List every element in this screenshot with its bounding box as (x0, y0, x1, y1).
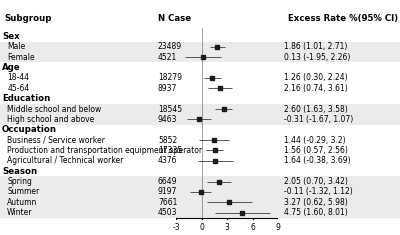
Text: 18-44: 18-44 (7, 73, 29, 82)
Text: Male: Male (7, 42, 26, 51)
Text: 1.56 (0.57, 2.56): 1.56 (0.57, 2.56) (284, 146, 348, 155)
Text: High school and above: High school and above (7, 115, 94, 124)
Text: 3.27 (0.62, 5.98): 3.27 (0.62, 5.98) (284, 198, 348, 207)
Text: Season: Season (2, 167, 37, 176)
Text: Age: Age (2, 63, 21, 72)
Text: 9197: 9197 (158, 187, 177, 196)
Text: 2.60 (1.63, 3.58): 2.60 (1.63, 3.58) (284, 105, 348, 114)
Text: 4521: 4521 (158, 53, 177, 62)
Text: Occupation: Occupation (2, 125, 57, 134)
Text: 1.44 (-0.29, 3.2): 1.44 (-0.29, 3.2) (284, 136, 346, 145)
Text: 4.75 (1.60, 8.01): 4.75 (1.60, 8.01) (284, 208, 348, 217)
Text: 6: 6 (250, 223, 255, 232)
Text: 18279: 18279 (158, 73, 182, 82)
Text: -3: -3 (172, 223, 180, 232)
Text: Subgroup: Subgroup (4, 14, 52, 23)
Text: Sex: Sex (2, 32, 20, 41)
Text: 9463: 9463 (158, 115, 178, 124)
Text: 6649: 6649 (158, 177, 178, 186)
Text: 4376: 4376 (158, 156, 178, 165)
Text: 0: 0 (199, 223, 204, 232)
Text: Summer: Summer (7, 187, 40, 196)
Text: 2.05 (0.70, 3.42): 2.05 (0.70, 3.42) (284, 177, 348, 186)
Text: Autumn: Autumn (7, 198, 38, 207)
Text: 1.64 (-0.38, 3.69): 1.64 (-0.38, 3.69) (284, 156, 351, 165)
Text: 1.86 (1.01, 2.71): 1.86 (1.01, 2.71) (284, 42, 347, 51)
Text: Female: Female (7, 53, 35, 62)
Text: -0.11 (-1.32, 1.12): -0.11 (-1.32, 1.12) (284, 187, 353, 196)
Text: Business / Service worker: Business / Service worker (7, 136, 105, 145)
Text: 3: 3 (224, 223, 230, 232)
Text: Spring: Spring (7, 177, 32, 186)
Text: 17335: 17335 (158, 146, 182, 155)
Text: 45-64: 45-64 (7, 84, 30, 93)
Text: 5852: 5852 (158, 136, 177, 145)
Text: 18545: 18545 (158, 105, 182, 114)
Text: 7661: 7661 (158, 198, 177, 207)
Text: 8937: 8937 (158, 84, 177, 93)
Text: 23489: 23489 (158, 42, 182, 51)
Text: Excess Rate %(95% CI): Excess Rate %(95% CI) (288, 14, 398, 23)
Text: 0.13 (-1.95, 2.26): 0.13 (-1.95, 2.26) (284, 53, 350, 62)
Text: Production and transportation equipment operator: Production and transportation equipment … (7, 146, 202, 155)
Text: -0.31 (-1.67, 1.07): -0.31 (-1.67, 1.07) (284, 115, 353, 124)
Text: 9: 9 (276, 223, 280, 232)
Text: 4503: 4503 (158, 208, 178, 217)
Text: 1.26 (0.30, 2.24): 1.26 (0.30, 2.24) (284, 73, 348, 82)
Text: Winter: Winter (7, 208, 33, 217)
Text: N Case: N Case (158, 14, 191, 23)
Text: Education: Education (2, 94, 50, 103)
Text: Agricultural / Technical worker: Agricultural / Technical worker (7, 156, 124, 165)
Text: 2.16 (0.74, 3.61): 2.16 (0.74, 3.61) (284, 84, 348, 93)
Text: Middle school and below: Middle school and below (7, 105, 102, 114)
